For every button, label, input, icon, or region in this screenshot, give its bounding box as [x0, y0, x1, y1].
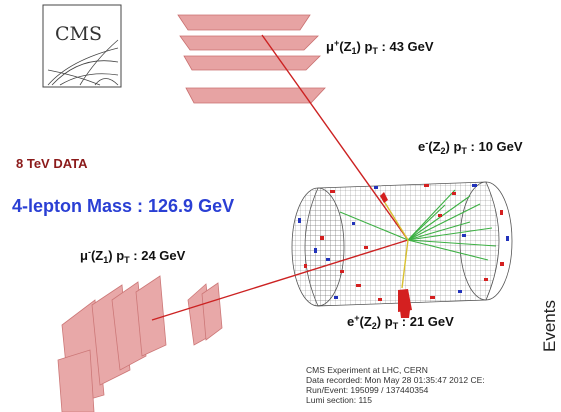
cms-logo: CMS	[42, 4, 122, 88]
e-plus-label: e+(Z2) pT : 21 GeV	[347, 313, 454, 331]
charged-tracks	[339, 189, 497, 261]
muon-chambers-top	[177, 14, 326, 104]
cms-logo-text: CMS	[55, 23, 102, 45]
info-line: Data recorded: Mon May 28 01:35:47 2012 …	[306, 375, 485, 385]
electron-tracks	[381, 197, 409, 289]
event-info: CMS Experiment at LHC, CERN Data recorde…	[306, 365, 532, 405]
info-line: Run/Event: 195099 / 137440354	[306, 385, 429, 395]
mass-label: 4-lepton Mass : 126.9 GeV	[12, 196, 235, 216]
muon-chambers-bottom	[57, 275, 223, 412]
calo-hits	[298, 184, 509, 301]
mu-plus-label: μ+(Z1) pT : 43 GeV	[326, 38, 434, 56]
detector-barrel	[291, 181, 513, 307]
events-axis-label: Events	[540, 300, 559, 352]
data-label: 8 TeV DATA	[16, 156, 88, 171]
e-minus-label: e-(Z2) pT : 10 GeV	[418, 138, 523, 156]
mu-minus-label: μ-(Z1) pT : 24 GeV	[80, 247, 186, 265]
muon-tracks	[151, 34, 409, 321]
info-line: CMS Experiment at LHC, CERN	[306, 365, 428, 375]
info-line: Lumi section: 115	[306, 395, 372, 405]
calo-towers	[380, 192, 412, 318]
